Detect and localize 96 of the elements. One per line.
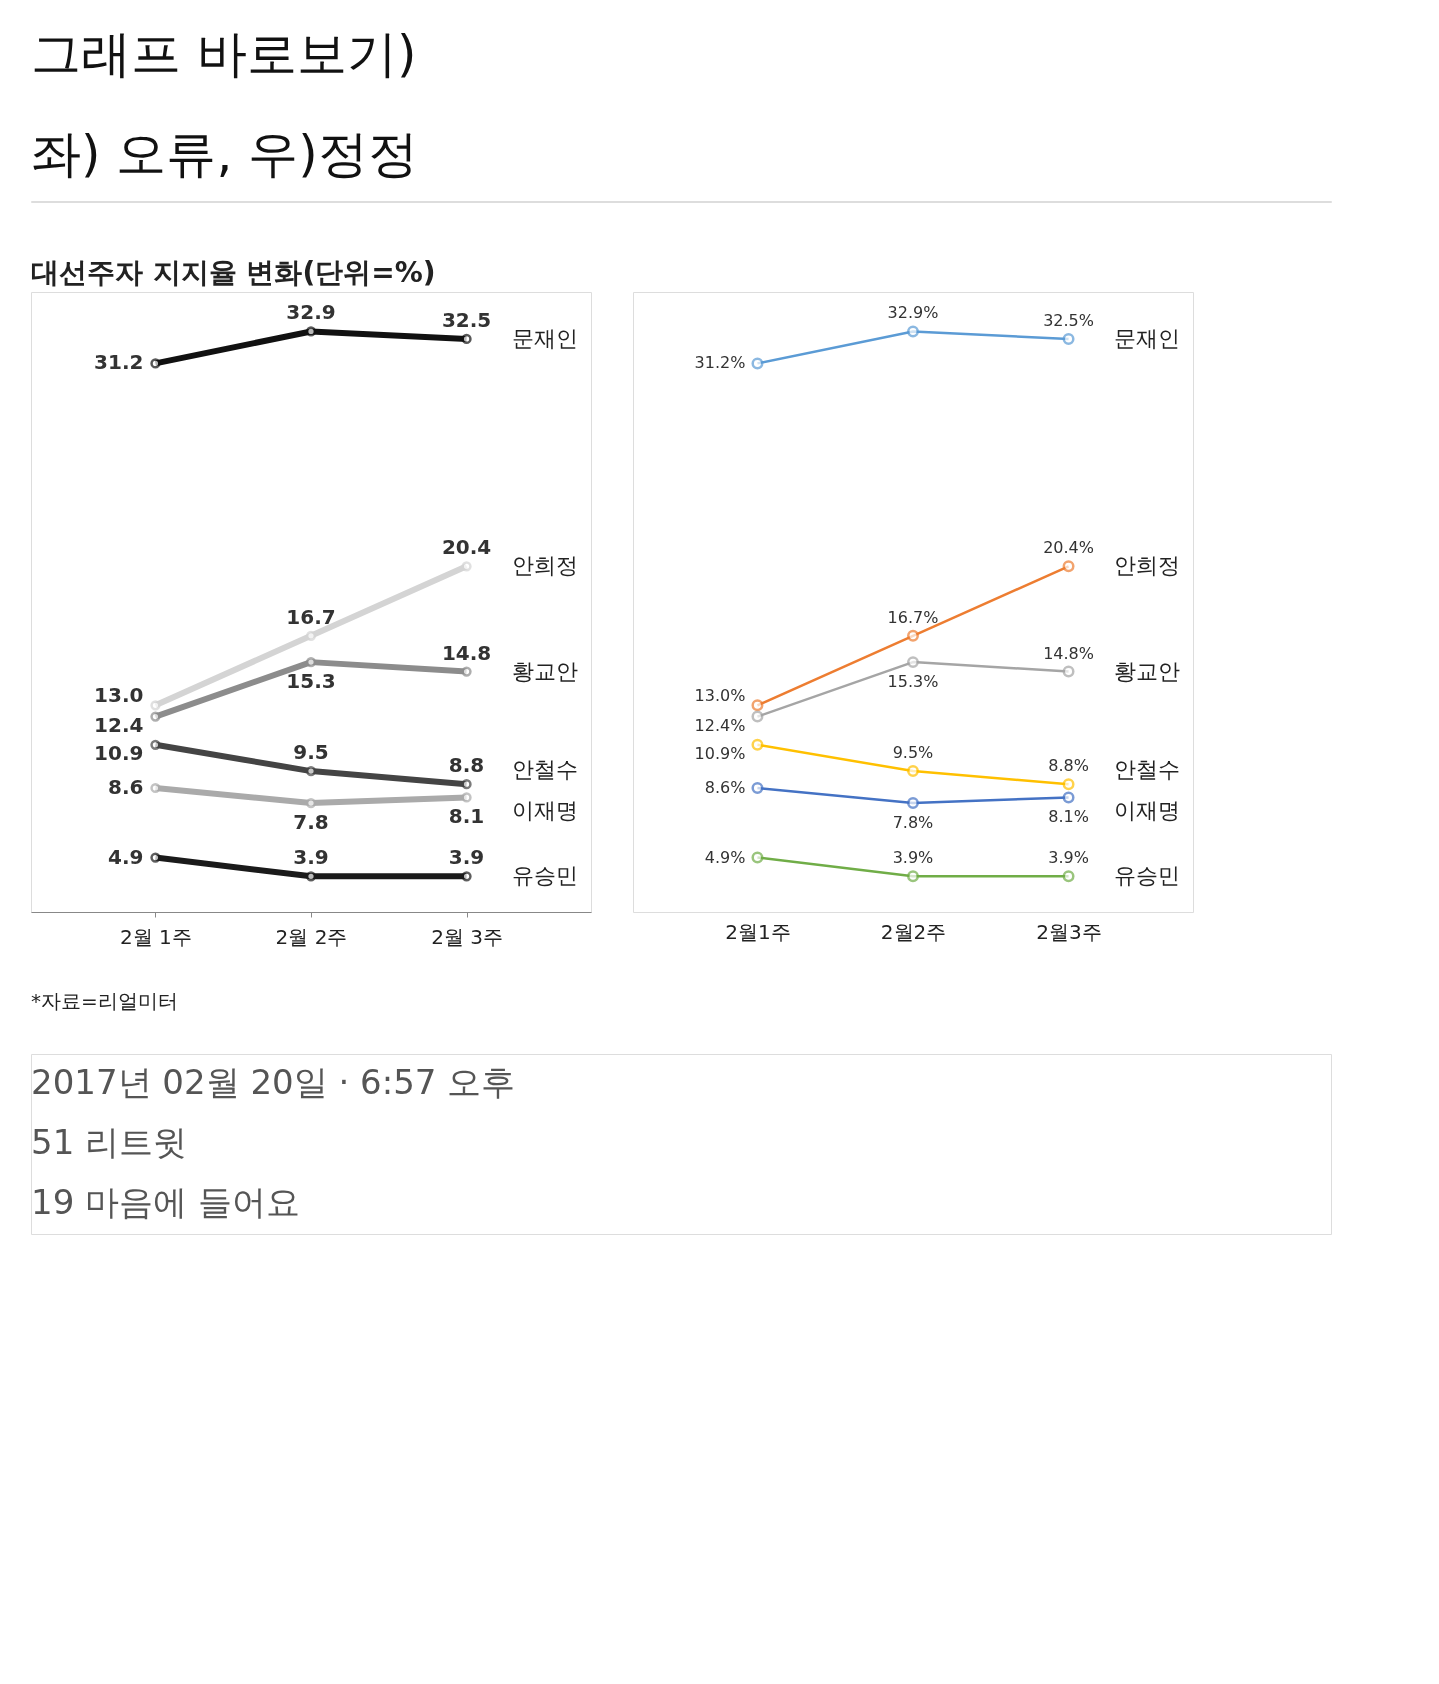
data-label: 9.5%: [892, 743, 934, 763]
point: [751, 782, 764, 794]
series-label: 유승민: [1113, 863, 1180, 889]
x-tick-label: 2월 1주: [120, 924, 192, 949]
data-label: 14.8%: [1043, 643, 1094, 663]
point: [751, 738, 764, 751]
point: [305, 871, 317, 882]
point: [1062, 870, 1075, 883]
x-tick-label: 2월 2주: [275, 924, 348, 949]
data-label: 4.9%: [704, 847, 746, 867]
point: [907, 325, 919, 338]
data-label: 7.8: [293, 810, 329, 835]
point: [1062, 332, 1075, 345]
data-label: 20.4: [441, 535, 492, 560]
data-label: 15.3%: [887, 672, 939, 692]
point: [150, 739, 161, 750]
point: [150, 358, 161, 369]
series-label: 이재명: [1113, 798, 1180, 824]
data-label: 32.9%: [887, 303, 939, 323]
data-label: 8.8%: [1048, 756, 1089, 776]
point: [305, 657, 317, 668]
data-label: 8.6: [108, 775, 144, 799]
data-label: 16.7: [286, 604, 336, 629]
data-label: 20.4%: [1043, 538, 1094, 558]
point: [1062, 791, 1075, 804]
series-label: 안철수: [511, 757, 578, 783]
data-label: 8.6%: [704, 778, 746, 797]
text: 2017년 02월 20일 · 6:57 오후: [31, 1062, 516, 1102]
series-label: 황교안: [1113, 658, 1180, 684]
data-label: 32.5%: [1043, 310, 1094, 330]
point: [907, 656, 919, 669]
point: [150, 852, 161, 863]
series-label: 문재인: [1113, 325, 1180, 351]
point: [461, 333, 472, 345]
series-label: 문재인: [511, 325, 578, 351]
data-label: 3.9%: [892, 848, 934, 868]
point: [907, 765, 919, 778]
data-label: 8.8: [448, 753, 485, 778]
series-label: 안희정: [511, 553, 578, 579]
point: [1062, 665, 1075, 678]
point: [751, 699, 764, 712]
chart-title: 대선주자 지지율 변화(단위=%): [31, 256, 436, 289]
data-label: 12.4%: [694, 715, 746, 735]
data-label: 14.8: [441, 640, 492, 665]
text: 그래프 바로보기): [31, 24, 417, 83]
data-label: 32.5: [441, 307, 492, 332]
point: [751, 851, 764, 864]
data-label: 13.0%: [694, 686, 746, 706]
point: [150, 711, 161, 722]
point: [461, 871, 472, 882]
x-tick-label: 2월2주: [880, 919, 947, 944]
data-label: 3.9: [293, 845, 329, 870]
data-label: 13.0: [94, 683, 144, 708]
data-label: 3.9%: [1048, 848, 1089, 868]
x-tick-label: 2월 3주: [431, 924, 503, 949]
point: [907, 629, 919, 642]
text: 19 마음에 들어요: [31, 1182, 300, 1222]
point: [461, 561, 472, 572]
series-label: 유승민: [511, 863, 578, 889]
x-tick-label: 2월3주: [1036, 919, 1102, 944]
data-label: 8.1: [448, 804, 485, 829]
point: [461, 779, 472, 790]
data-label: 4.9: [108, 844, 144, 869]
data-label: 31.2: [94, 350, 144, 375]
x-tick-label: 2월1주: [725, 919, 791, 944]
point: [1062, 778, 1075, 791]
point: [1062, 560, 1075, 573]
point: [150, 782, 161, 794]
series-label: 안철수: [1113, 757, 1180, 783]
point: [305, 765, 317, 777]
data-label: 10.9: [94, 740, 144, 765]
series-label: 이재명: [511, 798, 578, 824]
point: [305, 630, 317, 641]
data-label: 12.4: [94, 712, 144, 737]
text: 51 리트윗: [31, 1122, 188, 1162]
data-label: 10.9%: [694, 743, 746, 763]
data-label: 7.8%: [892, 813, 934, 833]
point: [461, 792, 472, 803]
data-label: 16.7%: [887, 607, 939, 627]
point: [150, 700, 161, 711]
data-label: 15.3: [286, 669, 336, 694]
text: *자료=리얼미터: [31, 989, 178, 1013]
data-label: 31.2%: [694, 353, 746, 373]
text: 좌) 오류, 우)정정: [31, 124, 418, 183]
data-label: 8.1%: [1048, 807, 1089, 827]
point: [907, 797, 919, 810]
point: [907, 870, 919, 883]
point: [751, 357, 764, 370]
point: [305, 326, 317, 337]
data-label: 9.5: [293, 740, 329, 765]
point: [461, 666, 472, 677]
series-label: 안희정: [1113, 553, 1180, 579]
point: [751, 710, 764, 723]
data-label: 3.9: [448, 845, 485, 870]
series-label: 황교안: [511, 658, 578, 684]
data-label: 32.9: [286, 300, 336, 325]
